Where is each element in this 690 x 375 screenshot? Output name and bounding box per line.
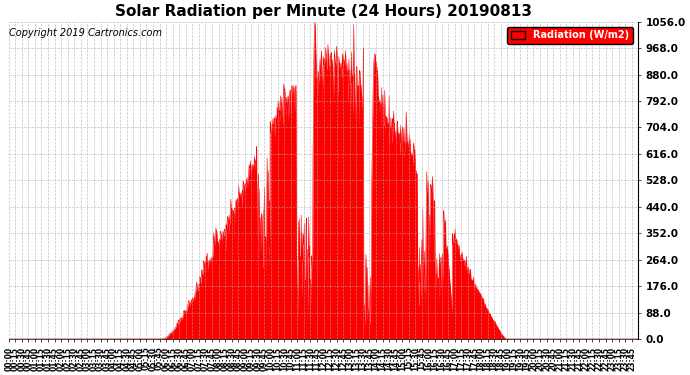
- Title: Solar Radiation per Minute (24 Hours) 20190813: Solar Radiation per Minute (24 Hours) 20…: [115, 4, 532, 19]
- Legend: Radiation (W/m2): Radiation (W/m2): [507, 27, 633, 44]
- Text: Copyright 2019 Cartronics.com: Copyright 2019 Cartronics.com: [9, 28, 162, 38]
